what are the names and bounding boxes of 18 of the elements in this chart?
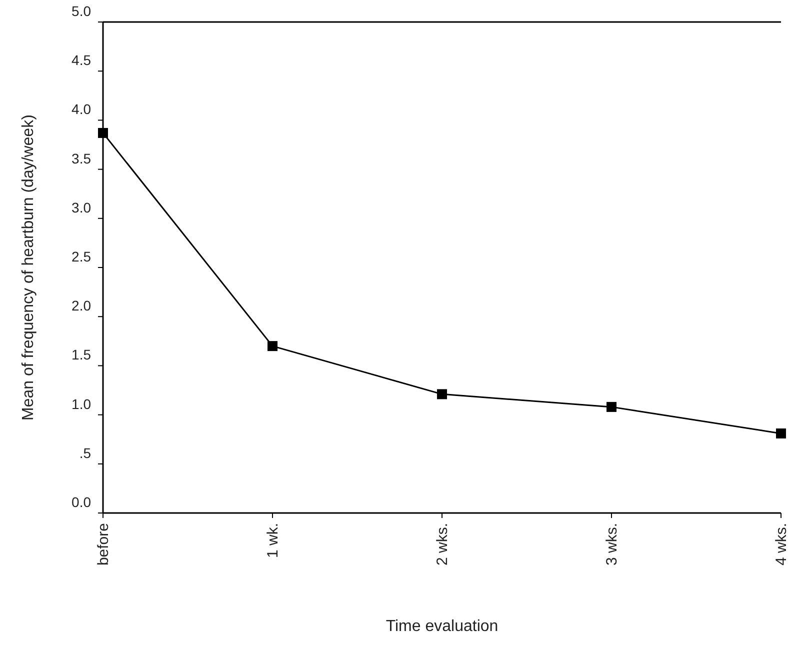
y-tick-label: 5.0 bbox=[72, 3, 92, 19]
y-tick-label: 4.5 bbox=[72, 52, 92, 68]
x-tick-label: 2 wks. bbox=[434, 523, 451, 566]
y-tick-label: 1.5 bbox=[72, 346, 92, 363]
y-tick-label: 0.0 bbox=[72, 494, 92, 510]
y-tick-label: 3.0 bbox=[72, 199, 92, 216]
x-tick-label: before bbox=[95, 523, 112, 566]
x-tick-label: 3 wks. bbox=[604, 523, 620, 566]
x-tick-label: 1 wk. bbox=[264, 523, 282, 558]
y-tick-label: 1.0 bbox=[72, 396, 92, 412]
y-tick-label: .5 bbox=[79, 444, 92, 461]
y-axis-title: Mean of frequency of heartburn (day/week) bbox=[20, 114, 37, 420]
x-tick-label: 4 wks. bbox=[773, 523, 790, 566]
y-tick-label: 3.5 bbox=[72, 150, 92, 166]
y-tick-label: 4.0 bbox=[72, 101, 92, 118]
y-tick-label: 2.0 bbox=[72, 298, 92, 314]
x-axis-title: Time evaluation bbox=[386, 618, 498, 635]
y-tick-label: 2.5 bbox=[72, 248, 92, 264]
